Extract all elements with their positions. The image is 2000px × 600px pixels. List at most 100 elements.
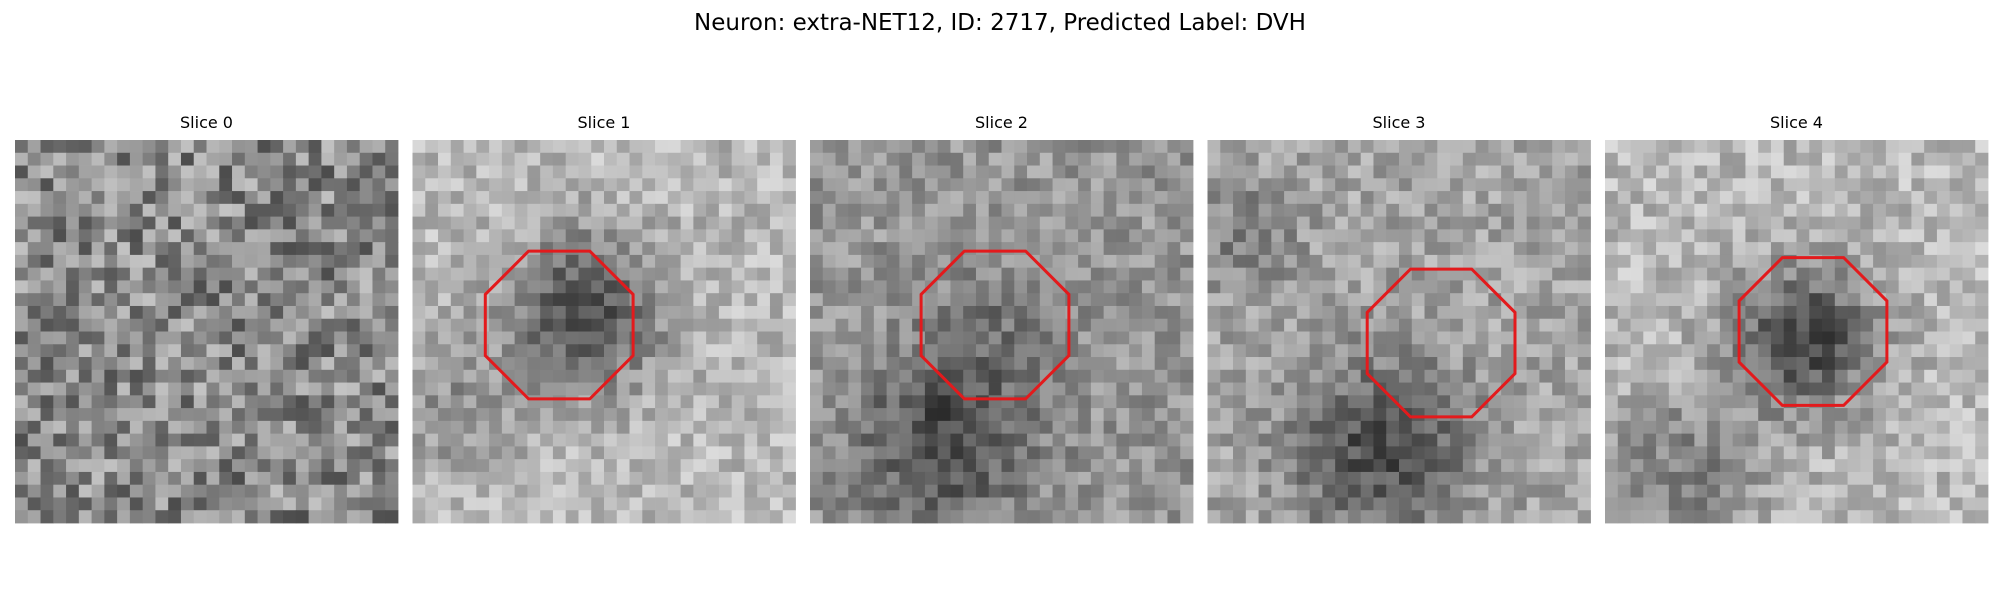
pixel <box>912 382 926 396</box>
pixel <box>1975 267 1989 281</box>
pixel <box>372 216 386 230</box>
pixel <box>1437 369 1451 383</box>
pixel <box>1258 395 1272 409</box>
pixel <box>78 408 92 422</box>
pixel <box>1577 305 1591 320</box>
pixel <box>168 140 182 154</box>
pixel <box>1220 395 1234 409</box>
pixel <box>321 344 335 358</box>
pixel <box>718 254 733 269</box>
pixel <box>565 382 579 396</box>
pixel <box>1552 178 1566 192</box>
pixel <box>1860 242 1874 256</box>
pixel <box>718 471 733 486</box>
pixel <box>591 305 605 320</box>
pixel <box>308 344 322 358</box>
pixel <box>1001 254 1015 269</box>
pixel <box>1834 191 1848 205</box>
pixel <box>438 420 452 435</box>
pixel <box>1258 433 1272 447</box>
pixel <box>886 459 900 473</box>
pixel <box>693 178 707 192</box>
pixel <box>1271 510 1285 524</box>
pixel <box>1694 395 1708 409</box>
pixel <box>193 484 207 498</box>
pixel <box>1296 229 1311 243</box>
pixel <box>1335 471 1349 486</box>
pixel <box>1809 420 1823 435</box>
pixel <box>680 369 694 383</box>
pixel <box>1309 510 1323 524</box>
pixel <box>1513 369 1528 383</box>
pixel <box>616 484 630 498</box>
pixel <box>1707 305 1721 320</box>
pixel <box>359 229 373 243</box>
pixel <box>1719 254 1734 269</box>
pixel <box>1233 446 1247 460</box>
pixel <box>1475 459 1489 473</box>
pixel <box>1885 382 1900 396</box>
pixel <box>1258 293 1272 307</box>
pixel <box>1577 344 1591 358</box>
pixel <box>1014 152 1028 166</box>
pixel <box>1347 433 1362 447</box>
pixel <box>1001 203 1015 217</box>
pixel <box>1386 369 1400 383</box>
pixel <box>1296 254 1311 269</box>
pixel <box>937 420 951 435</box>
pixel <box>1564 395 1579 409</box>
pixel <box>1141 510 1156 524</box>
pixel <box>629 420 643 435</box>
pixel <box>450 254 464 269</box>
pixel <box>680 471 694 486</box>
pixel <box>40 408 54 422</box>
pixel <box>540 178 554 192</box>
pixel <box>1605 318 1619 332</box>
pixel <box>346 267 361 281</box>
pixel <box>1386 408 1400 422</box>
pixel <box>283 216 297 230</box>
pixel <box>886 165 900 179</box>
pixel <box>693 446 707 460</box>
pixel <box>552 433 567 447</box>
pixel <box>629 446 643 460</box>
pixel <box>1949 305 1963 320</box>
pixel <box>1475 497 1489 511</box>
pixel <box>142 140 156 154</box>
pixel <box>257 510 271 524</box>
pixel <box>950 484 964 498</box>
pixel <box>385 420 399 435</box>
pixel <box>180 459 195 473</box>
pixel <box>412 293 426 307</box>
pixel <box>873 254 887 269</box>
pixel <box>1719 484 1734 498</box>
pixel <box>27 140 41 154</box>
pixel <box>1052 203 1066 217</box>
pixel <box>912 484 926 498</box>
pixel <box>1770 305 1785 320</box>
pixel <box>425 446 439 460</box>
pixel <box>1656 152 1670 166</box>
pixel <box>1796 178 1810 192</box>
pixel <box>346 344 361 358</box>
pixel <box>53 471 67 486</box>
pixel <box>308 280 322 294</box>
pixel <box>540 446 554 460</box>
pixel <box>1758 229 1772 243</box>
pixel <box>552 420 567 435</box>
pixel <box>232 484 246 498</box>
pixel <box>1605 331 1619 345</box>
pixel <box>232 305 246 320</box>
pixel <box>1822 165 1836 179</box>
pixel <box>1526 433 1540 447</box>
pixel <box>1245 510 1259 524</box>
pixel <box>1180 305 1194 320</box>
pixel <box>53 446 67 460</box>
pixel <box>1924 510 1938 524</box>
pixel <box>1577 484 1591 498</box>
pixel <box>1233 344 1247 358</box>
slice-image <box>1605 140 1989 524</box>
pixel <box>1936 357 1951 371</box>
pixel <box>489 395 503 409</box>
pixel <box>1233 216 1247 230</box>
